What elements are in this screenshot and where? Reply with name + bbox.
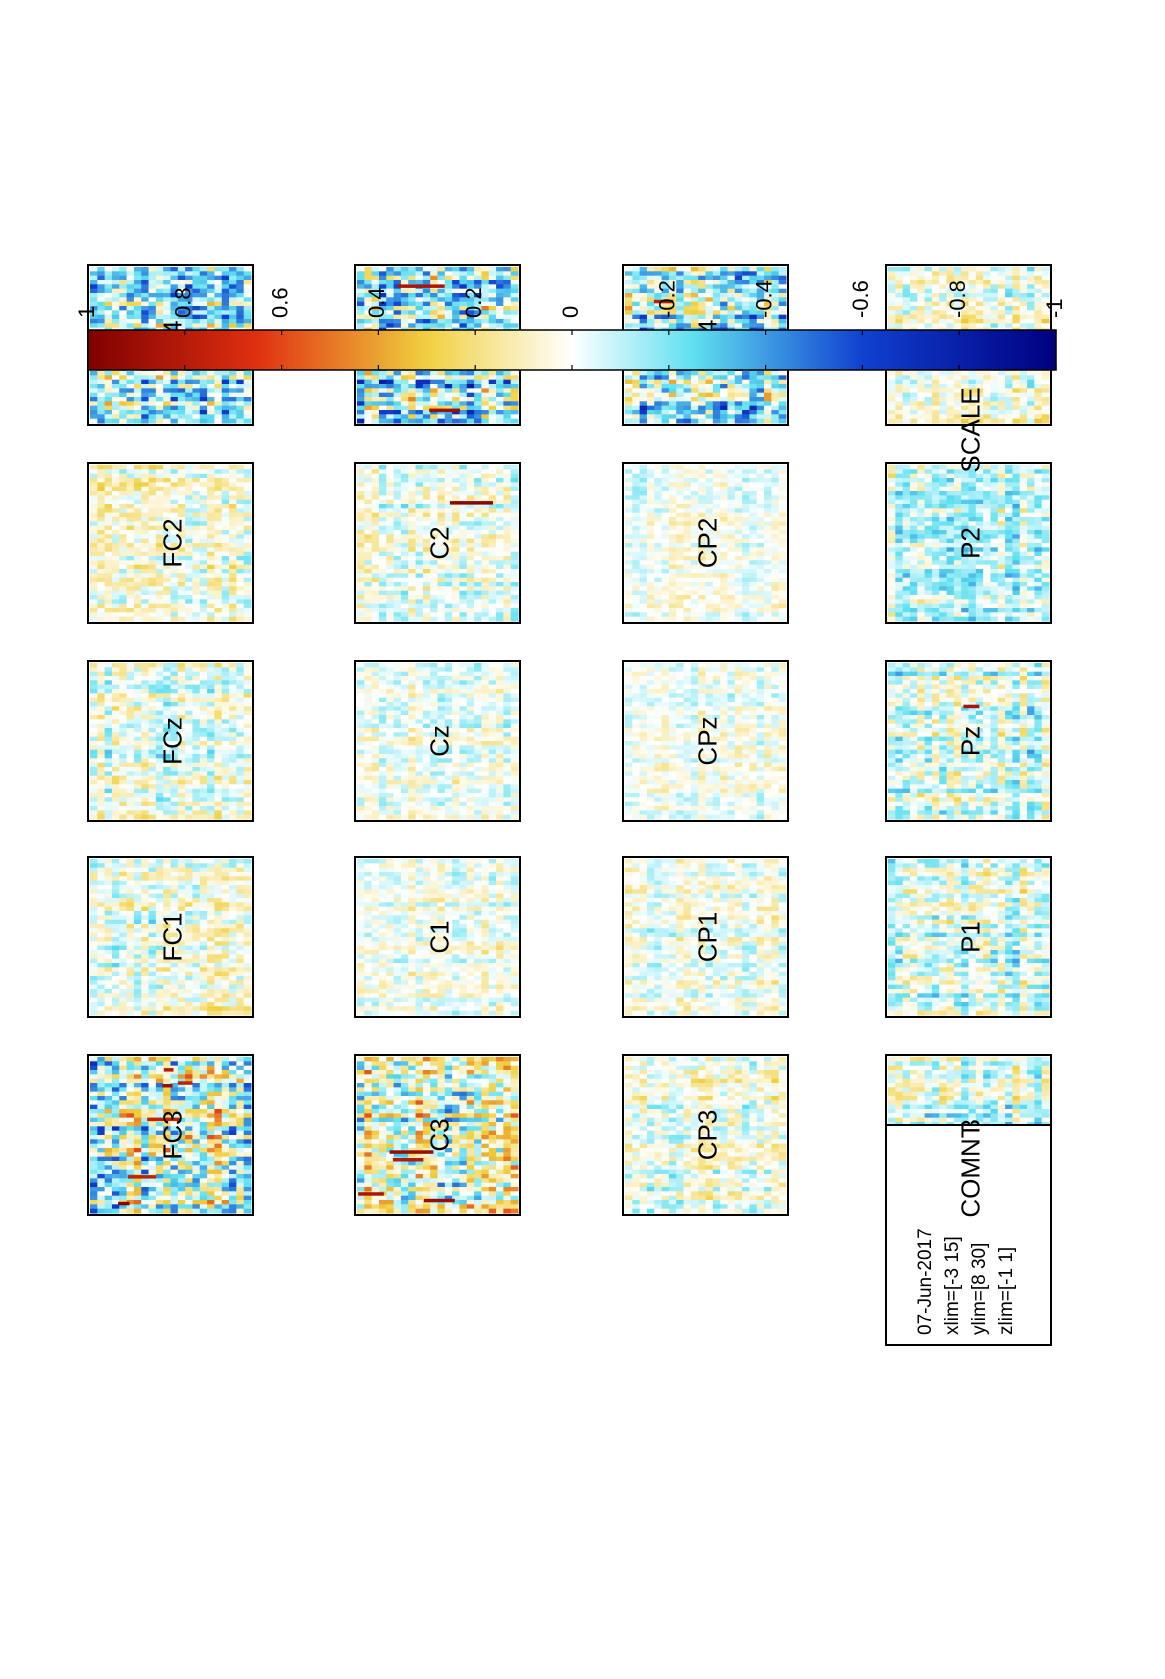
channel-label: FC1 [157,912,187,961]
comment-line: 07-Jun-2017 [915,1228,936,1335]
heatmap-cells [357,1057,519,1214]
heatmap-cells [625,1057,787,1214]
comment-panel: COMNT 07-Jun-2017 xlim=[-3 15] ylim=[8 30] z… [885,1122,1052,1346]
channel-label: CP1 [692,912,722,963]
heatmap-cells [357,465,519,622]
heatmap-cells [90,859,252,1016]
heatmap-cells [625,859,787,1016]
colorbar-tick-label: 0 [558,306,583,318]
heatmap-cells [888,465,1050,622]
colorbar-gradient [87,329,1057,371]
heatmap-cells [625,465,787,622]
channel-panel-fc2: FC2 [87,462,254,624]
heatmap-cells [888,859,1050,1016]
channel-panel-fcz: FCz [87,660,254,822]
colorbar-tick-label: 1 [74,306,99,318]
channel-label: Cz [424,725,454,757]
channel-panel-c3: C3 [354,1054,521,1216]
channel-label: FCz [157,717,187,765]
channel-label: FC2 [157,518,187,567]
channel-label: Pz [955,726,985,756]
channel-panel-cp2: CP2 [622,462,789,624]
comment-line: xlim=[-3 15] [942,1236,963,1335]
channel-panel-c1: C1 [354,856,521,1018]
heatmap-cells [90,1057,252,1214]
channel-panel-cz: Cz [354,660,521,822]
colorbar-tick-label: -1 [1042,298,1067,318]
colorbar-tick-label: 0.8 [171,287,196,318]
channel-panel-cpz: CPz [622,660,789,822]
colorbar-tick-label: 0.6 [267,287,292,318]
comment-line: zlim=[-1 1] [996,1247,1017,1335]
colorbar-tick-label: -0.2 [655,280,680,318]
heatmap-cells [625,663,787,820]
channel-panel-cp3: CP3 [622,1054,789,1216]
comment-line: ylim=[8 30] [969,1243,990,1335]
channel-label: P2 [955,527,985,559]
channel-label: C2 [424,526,454,559]
channel-panel-pz: Pz [885,660,1052,822]
colorbar-tick-label: 0.2 [461,287,486,318]
channel-label: P1 [955,921,985,953]
channel-panels: FC3FC1FCzFC2FC4C3C1CzC2C4CP3CP1CPzCP2CP4… [87,264,1052,1216]
channel-panel-fc1: FC1 [87,856,254,1018]
colorbar-tick-label: -0.8 [945,280,970,318]
heatmap-cells [357,663,519,820]
channel-panel-p1: P1 [885,856,1052,1018]
colorbar-tick-label: -0.6 [848,280,873,318]
scale-label: SCALE [955,387,985,472]
heatmap-cells [90,465,252,622]
channel-panel-cp1: CP1 [622,856,789,1018]
colorbar-tick-label: 0.4 [364,287,389,318]
scale-panel-label: SCALE [955,387,985,472]
heatmap-cells [888,663,1050,820]
channel-panel-fc3: FC3 [87,1054,254,1216]
comment-title: COMNT [955,1122,985,1217]
channel-label: FC3 [157,1110,187,1159]
channel-label: CP3 [692,1110,722,1161]
channel-label: C1 [424,920,454,953]
channel-label: C3 [424,1118,454,1151]
channel-panel-p2: P2 [885,462,1052,624]
channel-label: CP2 [692,518,722,569]
colorbar-tick-label: -0.4 [751,280,776,318]
channel-panel-c2: C2 [354,462,521,624]
heatmap-cells [90,663,252,820]
heatmap-cells [357,859,519,1016]
colorbar: 1 0.8 0.6 0.4 0.2 0 -0.2 -0.4 -0.6 -0.8 -1 [74,280,1067,371]
channel-label: CPz [692,716,722,765]
